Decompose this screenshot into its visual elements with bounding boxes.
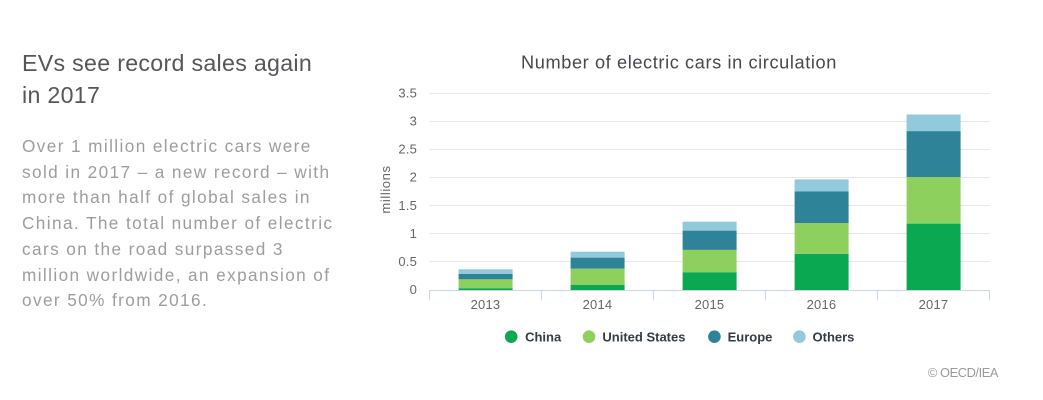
svg-text:2013: 2013 <box>471 297 501 312</box>
svg-text:Others: Others <box>813 330 855 345</box>
svg-text:3: 3 <box>410 114 417 129</box>
svg-text:United States: United States <box>602 330 685 345</box>
svg-text:2: 2 <box>410 170 417 185</box>
svg-text:2016: 2016 <box>807 297 837 312</box>
svg-text:Europe: Europe <box>728 330 773 345</box>
svg-text:2017: 2017 <box>919 297 949 312</box>
svg-text:0: 0 <box>410 282 417 297</box>
svg-text:1: 1 <box>410 226 417 241</box>
svg-text:2014: 2014 <box>583 297 613 312</box>
svg-text:0.5: 0.5 <box>398 254 417 269</box>
svg-text:Number of electric cars in cir: Number of electric cars in circulation <box>521 53 837 73</box>
svg-text:2.5: 2.5 <box>398 142 417 157</box>
svg-text:China: China <box>525 330 562 345</box>
svg-text:millions: millions <box>378 165 393 213</box>
svg-text:2015: 2015 <box>695 297 725 312</box>
svg-text:1.5: 1.5 <box>398 198 417 213</box>
svg-text:3.5: 3.5 <box>398 86 417 101</box>
svg-text:© OECD/IEA: © OECD/IEA <box>928 365 999 380</box>
